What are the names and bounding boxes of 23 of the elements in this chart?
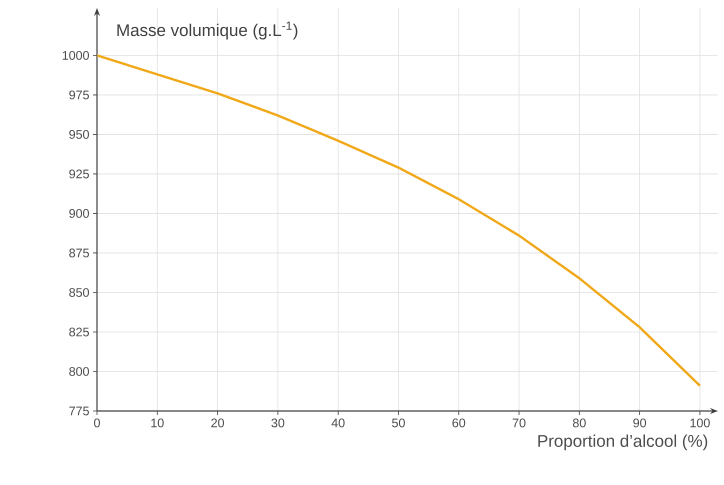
x-tick-label: 60 [452, 418, 466, 428]
y-tick-label: 825 [69, 328, 89, 336]
y-tick-label: 800 [69, 367, 89, 376]
x-axis-title: Proportion d’alcool (%) [538, 434, 708, 450]
x-tick-label: 100 [690, 418, 710, 428]
y-tick-label: 875 [69, 248, 89, 258]
y-tick-label: 950 [69, 130, 89, 139]
x-tick-label: 0 [94, 418, 100, 428]
y-tick-label: 775 [69, 406, 89, 416]
y-tick-label: 925 [69, 170, 89, 178]
y-axis-title: Masse volumique (g.L$^{-1}$) [117, 22, 298, 40]
x-tick-label: 20 [211, 418, 224, 428]
x-tick-label: 90 [633, 418, 646, 428]
x-tick-label: 10 [151, 418, 164, 428]
y-tick-label: 975 [69, 90, 89, 100]
y-tick-label: 1000 [62, 51, 89, 60]
y-tick-label: 900 [69, 209, 89, 218]
x-tick-label: 50 [392, 418, 405, 428]
y-tick-label: 850 [69, 288, 89, 297]
x-tick-label: 70 [512, 418, 526, 428]
x-tick-label: 40 [332, 418, 345, 428]
x-tick-label: 30 [271, 418, 284, 428]
x-tick-label: 80 [572, 418, 586, 428]
